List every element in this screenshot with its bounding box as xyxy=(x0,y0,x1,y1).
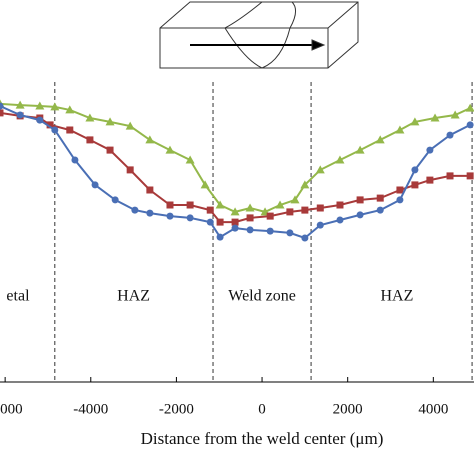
point xyxy=(396,196,404,204)
point xyxy=(206,218,214,226)
point xyxy=(335,155,345,164)
point xyxy=(290,195,300,204)
point xyxy=(85,113,95,122)
point xyxy=(430,113,440,122)
point xyxy=(466,121,474,129)
point xyxy=(356,211,364,219)
point xyxy=(411,181,419,189)
point xyxy=(355,145,365,154)
point xyxy=(376,194,384,202)
point xyxy=(50,102,60,111)
point xyxy=(166,201,174,209)
point xyxy=(146,209,154,217)
point xyxy=(266,227,274,235)
point xyxy=(465,103,474,112)
point xyxy=(126,166,134,174)
point xyxy=(231,218,239,226)
point xyxy=(395,125,405,134)
point xyxy=(145,135,155,144)
point xyxy=(301,206,309,214)
point xyxy=(286,229,294,237)
point xyxy=(105,117,115,126)
point xyxy=(286,208,294,216)
point xyxy=(315,165,325,174)
point xyxy=(71,156,79,164)
x-tick-label: -4000 xyxy=(73,401,108,417)
point xyxy=(111,196,119,204)
point xyxy=(206,206,214,214)
point xyxy=(446,131,454,139)
point xyxy=(301,234,309,242)
point xyxy=(316,204,324,212)
x-tick-label: 4000 xyxy=(418,401,448,417)
point xyxy=(450,110,460,119)
point xyxy=(106,146,114,154)
region-label: etal xyxy=(6,288,30,305)
point xyxy=(411,166,419,174)
point xyxy=(185,155,195,164)
point xyxy=(0,102,4,110)
point xyxy=(36,116,44,124)
point xyxy=(51,126,59,134)
point xyxy=(410,117,420,126)
point xyxy=(65,105,75,114)
point xyxy=(426,176,434,184)
point xyxy=(146,186,154,194)
point xyxy=(16,111,24,119)
point xyxy=(376,206,384,214)
point xyxy=(231,224,239,232)
point xyxy=(356,196,364,204)
point xyxy=(131,206,139,214)
point xyxy=(46,121,54,129)
point xyxy=(215,200,225,209)
point xyxy=(245,203,255,212)
point xyxy=(165,145,175,154)
point xyxy=(246,214,254,222)
point xyxy=(125,121,135,130)
point xyxy=(230,207,240,216)
x-tick-label: -6000 xyxy=(0,401,23,417)
point xyxy=(246,226,254,234)
point xyxy=(266,212,274,220)
point xyxy=(0,109,4,117)
point xyxy=(275,200,285,209)
region-label: HAZ xyxy=(117,288,150,305)
x-axis-label: Distance from the weld center (μm) xyxy=(141,429,384,448)
point xyxy=(426,146,434,154)
point xyxy=(166,212,174,220)
point xyxy=(316,221,324,229)
point xyxy=(466,172,474,180)
point xyxy=(35,101,45,110)
point xyxy=(200,180,210,189)
region-label: Weld zone xyxy=(228,288,296,305)
point xyxy=(186,201,194,209)
weld-diagram xyxy=(159,1,359,69)
x-tick-label: -2000 xyxy=(159,401,194,417)
series-line xyxy=(0,105,471,240)
series-line xyxy=(0,102,471,213)
point xyxy=(396,186,404,194)
point xyxy=(216,218,224,226)
x-tick-label: 2000 xyxy=(333,401,363,417)
point xyxy=(15,100,25,109)
point xyxy=(91,181,99,189)
point xyxy=(186,214,194,222)
point xyxy=(336,201,344,209)
point xyxy=(300,180,310,189)
point xyxy=(86,136,94,144)
point xyxy=(66,126,74,134)
point xyxy=(216,233,224,241)
x-tick-label: 0 xyxy=(258,401,266,417)
point xyxy=(375,135,385,144)
point xyxy=(336,216,344,224)
region-label: HAZ xyxy=(380,288,413,305)
point xyxy=(446,172,454,180)
